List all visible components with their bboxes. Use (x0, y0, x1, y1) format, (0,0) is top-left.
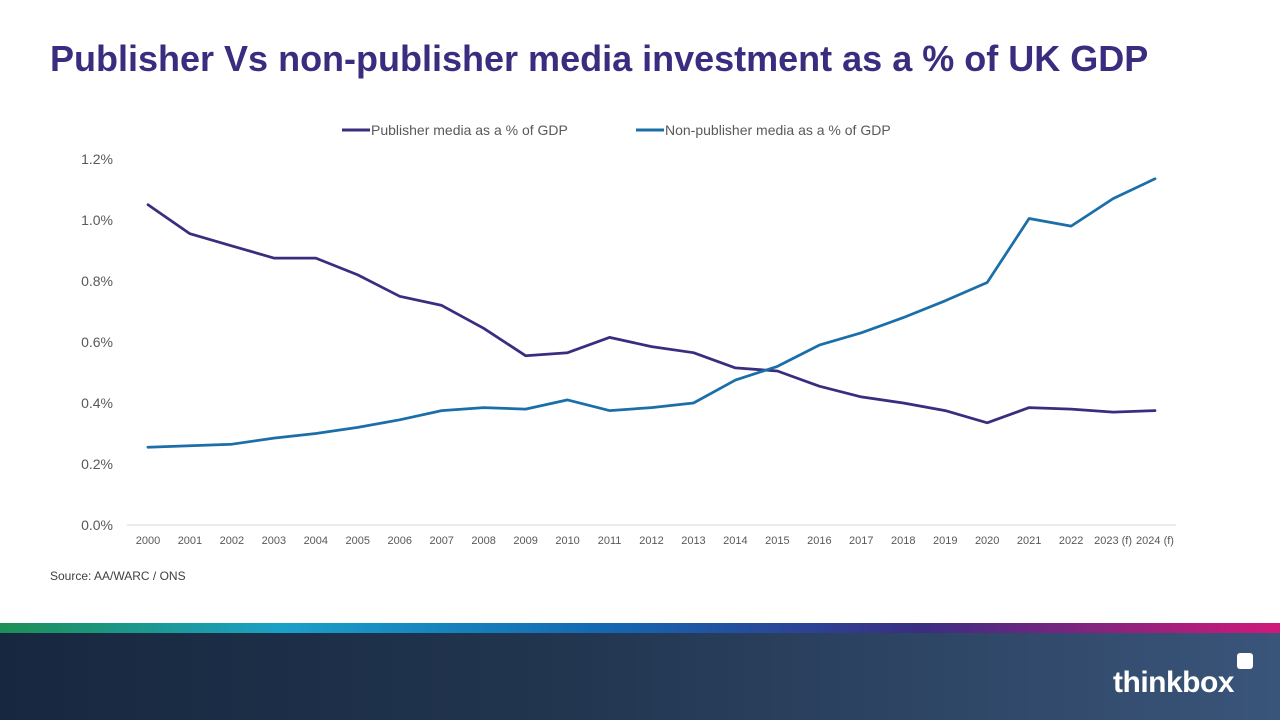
legend-label: Non-publisher media as a % of GDP (665, 122, 891, 138)
x-tick-label: 2020 (975, 535, 999, 547)
x-tick-label: 2017 (849, 535, 873, 547)
x-tick-label: 2023 (f) (1094, 535, 1132, 547)
y-tick-label: 0.0% (81, 517, 113, 533)
y-tick-label: 0.8% (81, 273, 113, 289)
gradient-stripe (0, 623, 1280, 633)
x-tick-label: 2015 (765, 535, 789, 547)
y-tick-label: 1.2% (81, 151, 113, 167)
x-tick-label: 2000 (136, 535, 160, 547)
x-tick-label: 2016 (807, 535, 831, 547)
y-tick-label: 1.0% (81, 212, 113, 228)
series-line-publisher (146, 203, 1157, 425)
x-tick-label: 2018 (891, 535, 915, 547)
chart-svg: 0.0% 0.2% 0.4% 0.6% 0.8% 1.0% 1.2% 2000 2001 2002… (81, 122, 1176, 547)
x-tick-label: 2014 (723, 535, 747, 547)
x-tick-label: 2008 (471, 535, 495, 547)
line-chart: 0.0% 0.2% 0.4% 0.6% 0.8% 1.0% 1.2% 2000 2001 2002… (0, 100, 1280, 560)
source-note: Source: AA/WARC / ONS (50, 569, 186, 583)
x-tick-label: 2012 (639, 535, 663, 547)
x-tick-label: 2011 (598, 535, 622, 547)
thinkbox-logo: thinkbox (1113, 666, 1235, 699)
y-tick-label: 0.4% (81, 395, 113, 411)
x-tick-label: 2002 (220, 535, 244, 547)
x-tick-label: 2006 (387, 535, 411, 547)
x-tick-label: 2003 (262, 535, 286, 547)
series-line-non-publisher (146, 177, 1157, 449)
x-tick-label: 2021 (1017, 535, 1041, 547)
x-tick-label: 2007 (429, 535, 453, 547)
x-tick-label: 2013 (681, 535, 705, 547)
legend-label: Publisher media as a % of GDP (371, 122, 568, 138)
x-tick-label: 2022 (1059, 535, 1083, 547)
x-tick-label: 2010 (555, 535, 579, 547)
logo-square-icon (1237, 653, 1253, 669)
y-tick-label: 0.6% (81, 334, 113, 350)
footer-band (0, 633, 1280, 720)
x-tick-label: 2004 (304, 535, 328, 547)
page-title: Publisher Vs non-publisher media investm… (50, 38, 1149, 79)
x-tick-label: 2009 (513, 535, 537, 547)
x-tick-label: 2005 (346, 535, 370, 547)
x-tick-label: 2019 (933, 535, 957, 547)
x-tick-label: 2024 (f) (1136, 535, 1174, 547)
y-tick-label: 0.2% (81, 456, 113, 472)
x-tick-label: 2001 (178, 535, 202, 547)
